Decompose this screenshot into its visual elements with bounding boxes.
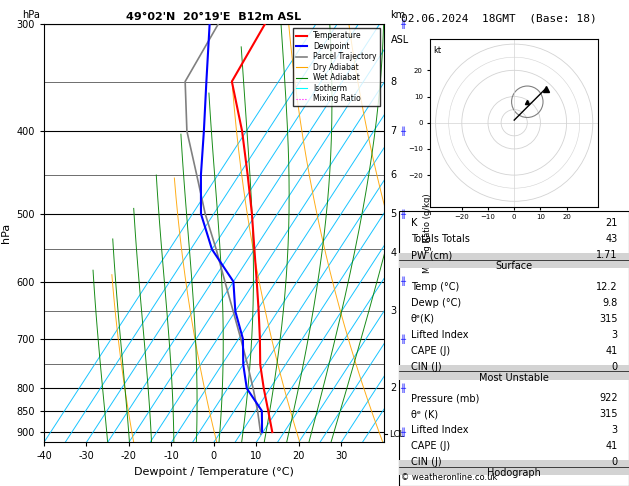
Text: 41: 41 xyxy=(605,346,618,356)
Text: CAPE (J): CAPE (J) xyxy=(411,441,450,451)
Text: 315: 315 xyxy=(599,409,618,419)
Text: ╫: ╫ xyxy=(400,126,405,136)
Text: CIN (J): CIN (J) xyxy=(411,457,442,467)
Text: 922: 922 xyxy=(599,394,618,403)
Text: ASL: ASL xyxy=(391,35,409,45)
Text: 43: 43 xyxy=(605,234,618,244)
Text: ╫: ╫ xyxy=(400,427,405,437)
Text: Lifted Index: Lifted Index xyxy=(411,425,469,435)
Text: Lifted Index: Lifted Index xyxy=(411,330,469,340)
Text: θᵉ(K): θᵉ(K) xyxy=(411,314,435,324)
Text: Totals Totals: Totals Totals xyxy=(411,234,470,244)
Text: hPa: hPa xyxy=(22,10,40,20)
Text: ╫: ╫ xyxy=(400,334,405,344)
Text: ╫: ╫ xyxy=(400,277,405,286)
Text: Most Unstable: Most Unstable xyxy=(479,373,549,383)
Text: K: K xyxy=(411,218,417,228)
Text: Mixing Ratio (g/kg): Mixing Ratio (g/kg) xyxy=(423,193,432,273)
Text: 2: 2 xyxy=(391,383,397,393)
Text: 4: 4 xyxy=(391,248,397,258)
Text: Hodograph: Hodograph xyxy=(487,469,541,478)
Text: PW (cm): PW (cm) xyxy=(411,250,452,260)
Text: © weatheronline.co.uk: © weatheronline.co.uk xyxy=(401,473,498,482)
Text: 6: 6 xyxy=(391,170,397,180)
Text: 0: 0 xyxy=(611,457,618,467)
Bar xyxy=(399,460,629,475)
Text: CAPE (J): CAPE (J) xyxy=(411,346,450,356)
Y-axis label: hPa: hPa xyxy=(1,223,11,243)
Text: 8: 8 xyxy=(391,76,397,87)
Text: kt: kt xyxy=(434,46,442,54)
Text: 12.2: 12.2 xyxy=(596,282,618,292)
Text: ╫: ╫ xyxy=(400,209,405,219)
Text: Dewp (°C): Dewp (°C) xyxy=(411,298,461,308)
Text: 3: 3 xyxy=(611,330,618,340)
Text: LCL: LCL xyxy=(389,430,404,439)
Text: ╫: ╫ xyxy=(400,19,405,29)
Text: 21: 21 xyxy=(605,218,618,228)
Text: 02.06.2024  18GMT  (Base: 18): 02.06.2024 18GMT (Base: 18) xyxy=(401,14,597,24)
Text: 0: 0 xyxy=(611,362,618,372)
Text: km: km xyxy=(391,10,406,20)
Text: Temp (°C): Temp (°C) xyxy=(411,282,459,292)
Text: 3: 3 xyxy=(611,425,618,435)
Text: 41: 41 xyxy=(605,441,618,451)
Text: θᵉ (K): θᵉ (K) xyxy=(411,409,438,419)
Text: ╫: ╫ xyxy=(400,383,405,393)
Text: 1.71: 1.71 xyxy=(596,250,618,260)
Bar xyxy=(399,365,629,380)
X-axis label: Dewpoint / Temperature (°C): Dewpoint / Temperature (°C) xyxy=(134,467,294,477)
Text: 315: 315 xyxy=(599,314,618,324)
Bar xyxy=(399,253,629,268)
Text: 7: 7 xyxy=(391,126,397,136)
Title: 49°02'N  20°19'E  B12m ASL: 49°02'N 20°19'E B12m ASL xyxy=(126,12,301,22)
Text: 3: 3 xyxy=(391,306,397,316)
Text: Surface: Surface xyxy=(496,261,533,271)
Legend: Temperature, Dewpoint, Parcel Trajectory, Dry Adiabat, Wet Adiabat, Isotherm, Mi: Temperature, Dewpoint, Parcel Trajectory… xyxy=(292,28,380,106)
Text: CIN (J): CIN (J) xyxy=(411,362,442,372)
Text: 5: 5 xyxy=(391,209,397,219)
Text: Pressure (mb): Pressure (mb) xyxy=(411,394,479,403)
Text: 9.8: 9.8 xyxy=(603,298,618,308)
